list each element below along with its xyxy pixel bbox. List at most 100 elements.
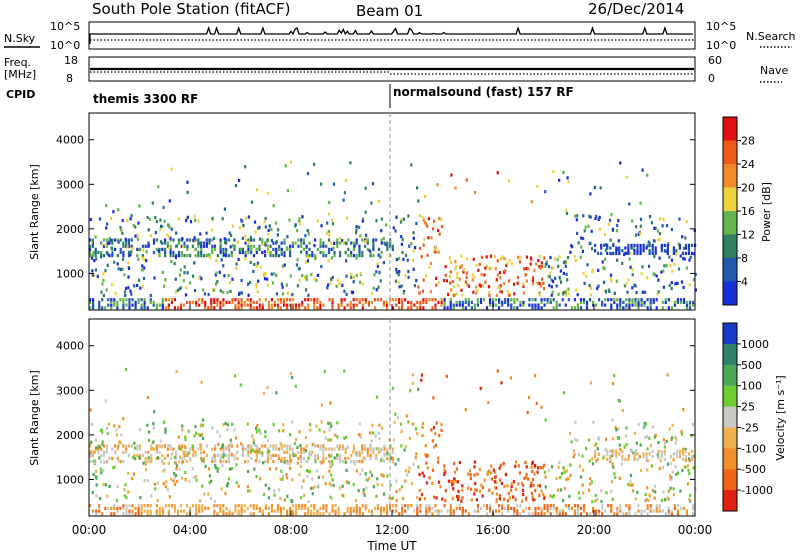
scatter-cell: [140, 298, 143, 302]
scatter-cell: [366, 238, 369, 242]
scatter-cell: [577, 453, 580, 457]
scatter-cell: [461, 488, 464, 492]
scatter-cell: [658, 506, 661, 510]
scatter-cell: [525, 255, 528, 259]
scatter-cell: [585, 512, 589, 516]
scatter-cell: [378, 270, 381, 275]
scatter-cell: [273, 493, 276, 497]
scatter-cell: [244, 238, 247, 242]
scatter-cell: [285, 461, 288, 465]
scatter-cell: [280, 282, 283, 286]
scatter-cell: [339, 447, 342, 451]
scatter-cell: [91, 490, 94, 495]
scatter-cell: [677, 267, 681, 271]
scatter-cell: [435, 496, 438, 500]
scatter-cell: [631, 219, 634, 223]
scatter-cell: [316, 219, 319, 223]
scatter-cell: [587, 438, 590, 442]
scatter-cell: [200, 254, 203, 258]
scatter-cell: [347, 254, 350, 258]
scatter-cell: [225, 241, 228, 245]
scatter-cell: [186, 512, 189, 516]
scatter-cell: [240, 506, 243, 510]
scatter-cell: [482, 298, 486, 302]
scatter-cell: [382, 509, 386, 513]
scatter-cell: [642, 452, 645, 456]
scatter-cell: [187, 451, 191, 455]
scatter-cell: [331, 462, 334, 466]
scatter-cell: [191, 447, 194, 451]
scatter-cell: [645, 455, 648, 459]
scatter-cell: [220, 487, 223, 491]
scatter-cell: [201, 423, 205, 427]
scatter-cell: [542, 492, 545, 497]
scatter-cell: [268, 224, 271, 228]
scatter-cell: [584, 225, 587, 229]
scatter-cell: [431, 306, 434, 310]
scatter-cell: [258, 506, 261, 510]
scatter-cell: [170, 452, 174, 456]
scatter-cell: [184, 478, 187, 482]
scatter-cell: [295, 512, 298, 516]
scatter-cell: [401, 298, 404, 302]
scatter-cell: [217, 442, 220, 447]
scatter-cell: [465, 271, 468, 275]
scatter-cell: [516, 512, 519, 516]
scatter-cell: [625, 442, 628, 447]
scatter-cell: [402, 291, 405, 295]
scatter-cell: [568, 494, 571, 498]
scatter-cell: [564, 293, 568, 297]
scatter-cell: [369, 254, 372, 258]
scatter-cell: [138, 204, 141, 208]
scatter-cell: [112, 210, 115, 214]
noise-left-tick-top: 10^5: [50, 20, 80, 33]
scatter-cell: [688, 283, 691, 287]
scatter-cell: [534, 303, 537, 307]
scatter-cell: [315, 424, 318, 428]
scatter-cell: [416, 496, 419, 500]
scatter-cell: [246, 422, 249, 426]
y-tick-label: 4000: [56, 340, 84, 353]
scatter-cell: [170, 259, 173, 263]
scatter-cell: [298, 504, 301, 508]
scatter-cell: [444, 470, 447, 474]
scatter-cell: [213, 288, 216, 292]
scatter-cell: [153, 410, 156, 414]
scatter-cell: [627, 246, 630, 250]
scatter-cell: [480, 273, 483, 277]
scatter-cell: [252, 238, 256, 242]
scatter-cell: [398, 306, 401, 310]
scatter-cell: [178, 273, 182, 277]
scatter-cell: [225, 247, 228, 251]
scatter-cell: [681, 457, 685, 461]
scatter-cell: [147, 228, 150, 232]
scatter-cell: [634, 497, 637, 501]
scatter-cell: [175, 450, 178, 454]
scatter-cell: [258, 509, 261, 513]
scatter-cell: [648, 241, 651, 245]
scatter-cell: [424, 194, 427, 199]
scatter-cell: [452, 479, 455, 484]
scatter-cell: [89, 306, 92, 310]
scatter-cell: [219, 241, 222, 245]
scatter-cell: [661, 509, 664, 513]
scatter-cell: [216, 280, 219, 284]
scatter-cell: [344, 447, 347, 451]
scatter-cell: [673, 300, 676, 304]
scatter-cell: [125, 444, 128, 448]
scatter-cell: [116, 303, 119, 307]
scatter-cell: [660, 455, 663, 459]
scatter-cell: [308, 450, 311, 454]
scatter-cell: [629, 483, 632, 487]
scatter-cell: [201, 506, 204, 510]
scatter-cell: [492, 300, 495, 304]
scatter-cell: [371, 291, 374, 296]
scatter-cell: [434, 303, 437, 307]
scatter-cell: [648, 264, 651, 268]
scatter-cell: [473, 509, 476, 513]
scatter-cell: [411, 373, 414, 377]
scatter-cell: [604, 243, 607, 247]
scatter-cell: [307, 306, 310, 310]
scatter-cell: [444, 264, 447, 269]
scatter-cell: [336, 453, 339, 457]
